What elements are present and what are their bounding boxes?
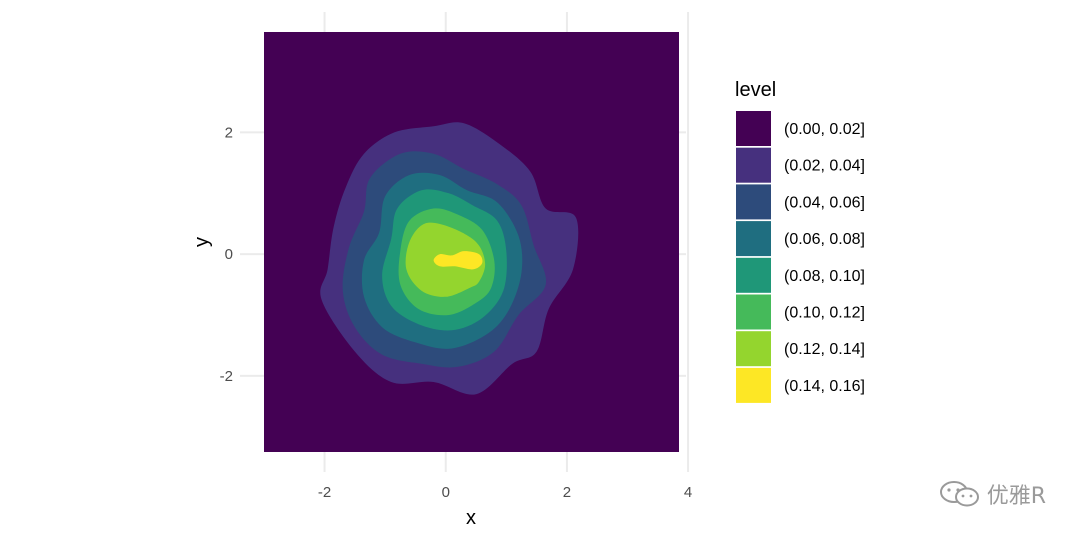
legend-label: (0.00, 0.02] [784,121,865,138]
legend-swatch [736,294,771,330]
legend-item: (0.04, 0.06] [736,184,865,220]
y-axis-ticks: -2 0 2 [220,124,233,384]
legend-swatch [736,184,771,220]
legend-item: (0.08, 0.10] [736,257,865,293]
x-tick-label: 2 [563,484,571,501]
legend-label: (0.02, 0.04] [784,158,865,175]
legend-title: level [735,79,776,101]
legend-label: (0.14, 0.16] [784,378,865,395]
legend-label: (0.06, 0.08] [784,231,865,248]
legend-item: (0.00, 0.02] [736,111,865,146]
legend-item: (0.12, 0.14] [736,331,865,367]
wechat-icon [939,481,979,507]
legend-swatch [736,147,771,183]
legend-item: (0.02, 0.04] [736,147,865,183]
x-tick-label: 0 [442,484,450,501]
legend-swatch [736,367,771,403]
legend-swatch [736,111,771,146]
y-axis-title: y [191,237,213,247]
x-tick-label: 4 [684,484,692,501]
legend-label: (0.08, 0.10] [784,268,865,285]
y-tick-label: 2 [225,124,233,141]
legend: level (0.00, 0.02] (0.02, 0.04] (0.04, 0.0… [735,79,865,403]
watermark-text: 优雅R [986,484,1046,509]
x-axis-ticks: -2 0 2 4 [318,484,692,501]
y-tick-label: -2 [220,368,233,385]
legend-swatch [736,331,771,367]
watermark: 优雅R [939,478,1046,510]
legend-items: (0.00, 0.02] (0.02, 0.04] (0.04, 0.06] (0.0… [736,111,865,403]
plot-panel [264,32,679,452]
legend-swatch [736,221,771,257]
legend-label: (0.10, 0.12] [784,305,865,322]
legend-swatch [736,257,771,293]
density-band-level-8 [433,251,483,270]
legend-label: (0.12, 0.14] [784,341,865,358]
legend-item: (0.10, 0.12] [736,294,865,330]
y-tick-label: 0 [225,246,233,263]
legend-label: (0.04, 0.06] [784,194,865,211]
x-tick-label: -2 [318,484,331,501]
legend-item: (0.06, 0.08] [736,221,865,257]
legend-item: (0.14, 0.16] [736,367,865,403]
x-axis-title: x [466,507,476,529]
